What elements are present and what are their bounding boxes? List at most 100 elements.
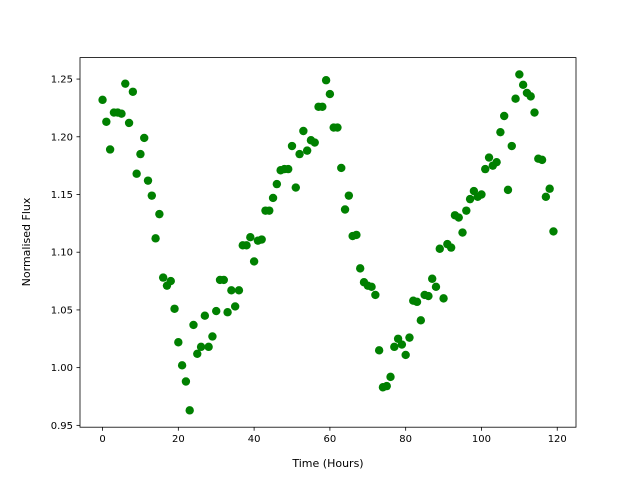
data-point xyxy=(412,297,422,307)
data-point xyxy=(310,138,319,147)
x-tick-label: 100 xyxy=(472,434,491,445)
x-tick-label: 60 xyxy=(324,434,337,445)
data-point xyxy=(465,194,475,204)
data-point xyxy=(257,235,266,244)
data-point xyxy=(193,349,202,358)
data-point xyxy=(321,76,331,85)
x-tick-label: 120 xyxy=(548,434,567,445)
data-point xyxy=(265,206,274,215)
data-point xyxy=(284,164,293,174)
data-point xyxy=(431,282,441,292)
data-point xyxy=(158,273,168,282)
data-point xyxy=(242,241,251,250)
data-point xyxy=(481,164,490,174)
data-point xyxy=(268,193,278,203)
data-point xyxy=(356,264,365,273)
data-point xyxy=(428,274,437,283)
x-axis-label: Time (Hours) xyxy=(291,457,363,470)
data-point xyxy=(507,141,516,151)
data-point xyxy=(325,89,335,99)
y-tick-label: 1.10 xyxy=(51,248,73,259)
data-point xyxy=(416,316,426,325)
data-point xyxy=(405,333,414,342)
data-point xyxy=(499,111,509,121)
x-tick-label: 0 xyxy=(99,434,105,445)
y-axis-label: Normalised Flux xyxy=(20,197,33,286)
data-point xyxy=(477,190,486,199)
data-point xyxy=(140,133,149,143)
data-point xyxy=(545,184,554,193)
x-tick-label: 80 xyxy=(399,434,412,445)
data-point xyxy=(143,176,153,185)
data-point xyxy=(401,350,410,360)
data-point xyxy=(458,228,467,237)
data-point xyxy=(212,306,221,316)
data-point xyxy=(299,126,308,136)
data-point xyxy=(132,169,141,178)
data-point xyxy=(200,311,210,320)
data-point xyxy=(230,302,240,311)
data-point xyxy=(124,118,134,128)
y-tick-label: 1.15 xyxy=(51,190,73,201)
y-tick-label: 0.95 xyxy=(51,421,73,432)
data-point xyxy=(246,233,255,242)
data-point xyxy=(484,153,494,162)
data-point xyxy=(219,275,228,285)
data-point xyxy=(526,92,535,101)
data-point xyxy=(151,234,160,243)
data-point xyxy=(352,230,361,240)
data-point xyxy=(374,346,384,355)
data-point xyxy=(166,276,175,286)
x-tick-label: 20 xyxy=(172,434,185,445)
data-point xyxy=(371,290,380,300)
data-point xyxy=(367,282,376,292)
data-point xyxy=(295,149,304,159)
data-point xyxy=(223,308,232,317)
y-tick-label: 1.05 xyxy=(51,305,73,316)
data-point xyxy=(337,163,346,173)
y-tick-label: 1.20 xyxy=(51,132,73,143)
data-point xyxy=(397,340,407,349)
data-point xyxy=(181,377,191,386)
data-point xyxy=(340,205,350,214)
data-point xyxy=(189,320,198,330)
data-point xyxy=(318,102,327,111)
data-point xyxy=(454,213,463,222)
data-point xyxy=(446,243,456,252)
data-point xyxy=(518,80,528,90)
data-point xyxy=(105,145,115,154)
data-point xyxy=(174,338,183,347)
data-point xyxy=(287,141,297,151)
data-point xyxy=(462,206,471,215)
data-point xyxy=(177,361,187,370)
data-point xyxy=(121,79,130,88)
data-point xyxy=(344,191,354,200)
data-point xyxy=(170,304,179,313)
data-point xyxy=(424,291,433,301)
data-point xyxy=(272,179,282,189)
data-point xyxy=(208,332,217,341)
data-point xyxy=(530,108,539,117)
data-point xyxy=(291,183,300,192)
y-tick-label: 1.25 xyxy=(51,75,73,86)
data-point xyxy=(249,257,259,266)
data-point xyxy=(537,155,547,165)
x-tick-label: 40 xyxy=(248,434,261,445)
data-point xyxy=(136,149,145,159)
data-point xyxy=(496,127,505,137)
data-point xyxy=(117,109,126,118)
data-point xyxy=(439,294,448,303)
data-point xyxy=(302,146,312,155)
data-point xyxy=(102,117,111,126)
data-point xyxy=(435,244,444,253)
y-tick-label: 1.00 xyxy=(51,363,73,374)
data-point xyxy=(492,157,501,167)
data-point xyxy=(386,372,395,382)
data-point xyxy=(503,185,513,195)
data-point xyxy=(515,70,524,79)
data-point xyxy=(227,286,236,295)
data-point xyxy=(382,381,391,391)
axes-frame xyxy=(79,57,577,428)
